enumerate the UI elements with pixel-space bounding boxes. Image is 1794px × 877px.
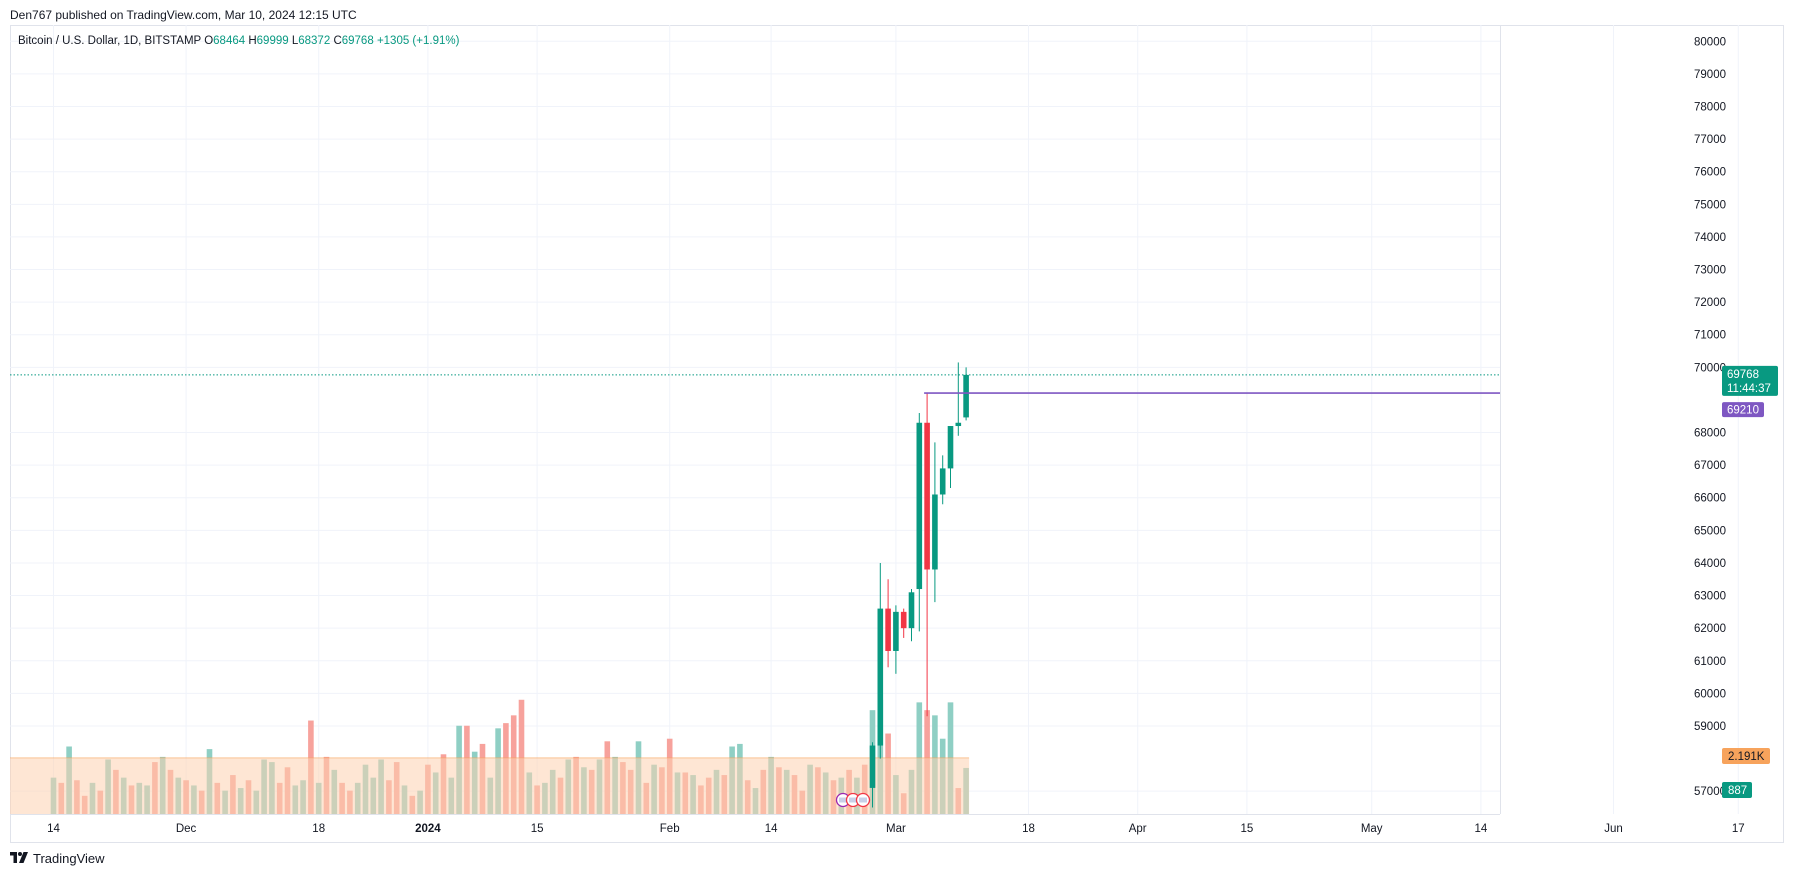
change-value: +1305 (+1.91%) bbox=[376, 35, 460, 47]
open-label: O bbox=[204, 35, 214, 47]
close-label: C bbox=[333, 35, 342, 47]
price-tick-label: 59000 bbox=[1694, 721, 1726, 733]
price-tick-label: 80000 bbox=[1694, 36, 1726, 48]
time-tick-label: 2024 bbox=[415, 823, 441, 835]
candle-body bbox=[916, 422, 923, 590]
event-flag-stripes bbox=[849, 797, 857, 803]
price-tick-label: 63000 bbox=[1694, 591, 1726, 603]
price-tick-label: 71000 bbox=[1694, 330, 1726, 342]
symbol-title[interactable]: Bitcoin / U.S. Dollar, 1D, BITSTAMP bbox=[18, 35, 201, 47]
price-tick-label: 61000 bbox=[1694, 656, 1726, 668]
level-line bbox=[10, 374, 1500, 394]
time-tick-label: 15 bbox=[531, 823, 544, 835]
candle-body bbox=[908, 592, 915, 629]
level-price-tag bbox=[1722, 402, 1764, 418]
time-tick-label: Apr bbox=[1129, 823, 1147, 835]
price-tick-label: 76000 bbox=[1694, 167, 1726, 179]
footer: TradingView bbox=[10, 851, 105, 866]
price-tick-label: 73000 bbox=[1694, 265, 1726, 277]
candle-body bbox=[924, 422, 930, 570]
price-tick-label: 70000 bbox=[1694, 362, 1726, 374]
price-tick-label: 67000 bbox=[1694, 460, 1726, 472]
volume-ma bbox=[10, 757, 970, 814]
price-tick-label: 75000 bbox=[1694, 199, 1726, 211]
candle-body bbox=[963, 374, 969, 418]
candle-body bbox=[877, 608, 884, 746]
candle-body bbox=[893, 611, 899, 651]
economic-events bbox=[835, 792, 871, 808]
candle-body bbox=[932, 494, 938, 570]
low-label: L bbox=[291, 35, 299, 47]
price-tick-label: 60000 bbox=[1694, 688, 1726, 700]
price-tick-label: 66000 bbox=[1694, 493, 1726, 505]
close-value: 69768 bbox=[341, 35, 374, 47]
low-value: 68372 bbox=[298, 35, 331, 47]
level-price-tag-label: 69210 bbox=[1727, 405, 1759, 417]
volume-ma-tag-label: 2.191K bbox=[1728, 751, 1765, 763]
price-tags: 69768 11:44:37 69210 2.191K 887 bbox=[1722, 365, 1778, 798]
candle-body bbox=[947, 426, 954, 469]
time-tick-label: Jun bbox=[1604, 823, 1623, 835]
price-tick-label: 78000 bbox=[1694, 102, 1726, 114]
last-price-tag bbox=[1722, 365, 1778, 396]
time-tick-label: Mar bbox=[886, 823, 906, 835]
open-value: 68464 bbox=[213, 35, 246, 47]
event-flag-stripes bbox=[859, 797, 867, 803]
volume-ma-area bbox=[10, 757, 970, 814]
volume-ma-tag bbox=[1722, 748, 1770, 764]
price-tick-label: 65000 bbox=[1694, 525, 1726, 537]
time-tick-label: 14 bbox=[47, 823, 60, 835]
grid bbox=[10, 25, 1739, 815]
time-tick-label: 15 bbox=[1241, 823, 1254, 835]
time-tick-label: 14 bbox=[1475, 823, 1488, 835]
symbol-legend: Bitcoin / U.S. Dollar, 1D, BITSTAMP O684… bbox=[18, 35, 459, 47]
time-axis: 14Dec18202415Feb14Mar18Apr15May14Jun17Ju… bbox=[47, 823, 1745, 835]
event-flag-stripes bbox=[839, 797, 847, 803]
chart-frame[interactable] bbox=[10, 25, 1784, 843]
candles bbox=[869, 362, 969, 808]
countdown-tag-label: 11:44:37 bbox=[1727, 383, 1771, 395]
price-tick-label: 57000 bbox=[1694, 786, 1726, 798]
volume-last-tag bbox=[1722, 782, 1752, 798]
time-tick-label: 18 bbox=[1022, 823, 1035, 835]
volume-bar bbox=[518, 699, 525, 814]
tradingview-logo-icon[interactable] bbox=[10, 851, 28, 866]
price-tick-label: 68000 bbox=[1694, 428, 1726, 440]
publisher-line: Den767 published on TradingView.com, Mar… bbox=[10, 8, 357, 22]
price-axis: 80000 79000 78000 77000 76000 75000 74000 73000… bbox=[1694, 36, 1726, 798]
volume-last-tag-label: 887 bbox=[1728, 785, 1747, 797]
time-tick-label: Feb bbox=[660, 823, 680, 835]
time-tick-label: Dec bbox=[176, 823, 197, 835]
price-tick-label: 74000 bbox=[1694, 232, 1726, 244]
time-tick-label: May bbox=[1361, 823, 1383, 835]
brand-name[interactable]: TradingView bbox=[33, 851, 105, 866]
price-tick-label: 64000 bbox=[1694, 558, 1726, 570]
time-tick-label: 18 bbox=[312, 823, 325, 835]
time-tick-label: 17 bbox=[1732, 823, 1745, 835]
candle-body bbox=[939, 468, 946, 495]
price-tick-label: 62000 bbox=[1694, 623, 1726, 635]
candle-body bbox=[955, 422, 962, 427]
last-price-tag-label: 69768 bbox=[1727, 369, 1759, 381]
high-value: 69999 bbox=[256, 35, 289, 47]
price-tick-label: 77000 bbox=[1694, 134, 1726, 146]
time-tick-label: 14 bbox=[765, 823, 778, 835]
candle-body bbox=[885, 608, 891, 651]
price-tick-label: 79000 bbox=[1694, 69, 1726, 81]
candle-body bbox=[900, 611, 907, 629]
price-tick-label: 72000 bbox=[1694, 297, 1726, 309]
candle-body bbox=[869, 745, 876, 788]
high-label: H bbox=[248, 35, 257, 47]
